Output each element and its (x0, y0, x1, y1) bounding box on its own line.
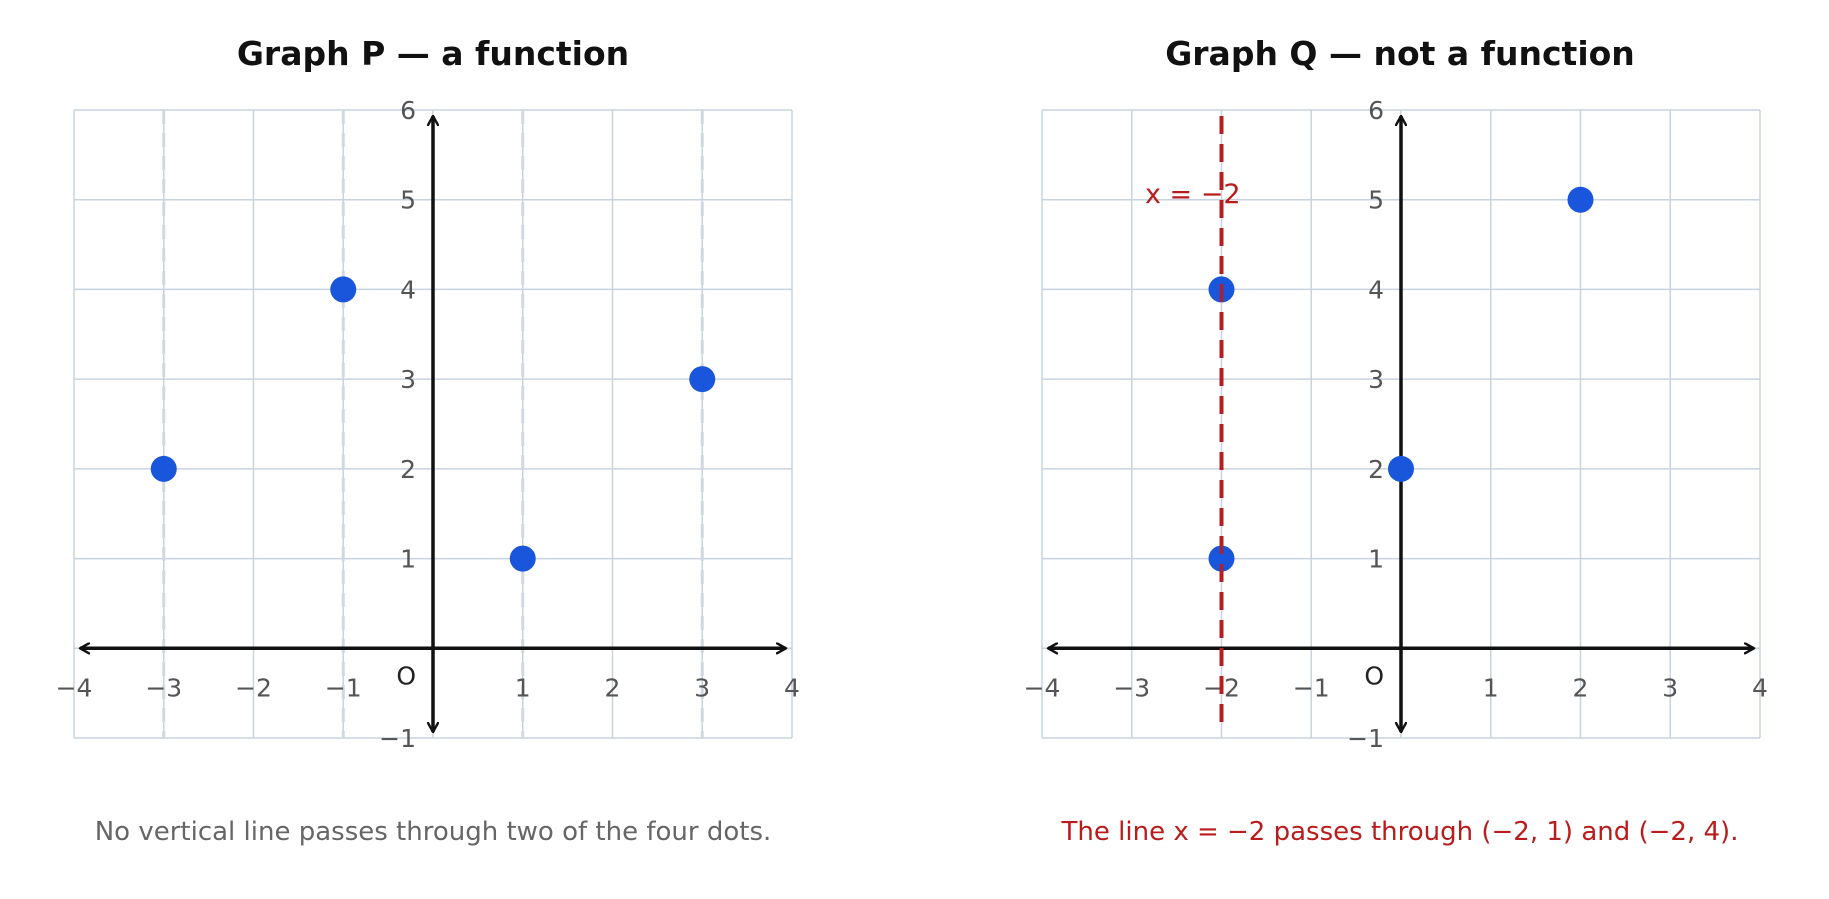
data-point (509, 545, 536, 572)
x-tick-label: −4 (1024, 673, 1061, 702)
y-tick-label: 3 (400, 365, 416, 394)
graph-p: Graph P — a function −4 −3 −2 −1 1 2 3 4 −1 1 2 3 4 5… (56, 34, 800, 847)
data-point (1567, 186, 1594, 213)
y-tick-label: 6 (400, 96, 416, 125)
chart-title: Graph Q — not a function (1165, 34, 1635, 73)
data-point (689, 366, 716, 393)
x-tick-label: −1 (325, 673, 362, 702)
y-tick-label: −1 (379, 724, 416, 753)
origin-label: O (1364, 661, 1384, 690)
x-tick-label: 1 (515, 673, 531, 702)
plot-area: −4 −3 −2 −1 1 2 3 4 −1 1 2 3 4 5 6 O (56, 96, 800, 753)
y-tick-label: 5 (400, 186, 416, 215)
data-point (330, 276, 357, 303)
y-tick-label: 4 (400, 275, 416, 304)
x-tick-label: 3 (694, 673, 710, 702)
y-tick-label: −1 (1347, 724, 1384, 753)
y-tick-label: 2 (400, 455, 416, 484)
data-point (1388, 455, 1414, 482)
x-tick-label: 2 (1573, 673, 1589, 702)
x-tick-label: −3 (1113, 673, 1150, 702)
y-tick-label: 3 (1368, 365, 1384, 394)
y-tick-label: 1 (400, 545, 416, 574)
data-point (150, 455, 177, 482)
y-tick-label: 2 (1368, 455, 1384, 484)
chart-title: Graph P — a function (237, 34, 629, 73)
chart-caption: No vertical line passes through two of t… (95, 817, 772, 847)
graph-q: Graph Q — not a function −4−3−2−11234−11… (1024, 34, 1768, 847)
x-tick-label: −2 (235, 673, 272, 702)
data-point (1208, 545, 1235, 572)
x-tick-label: 3 (1662, 673, 1678, 702)
vertical-line-label: x = −2 (1145, 179, 1241, 210)
y-tick-label: 5 (1368, 186, 1384, 215)
x-tick-label: −4 (56, 673, 93, 702)
origin-label: O (396, 661, 416, 690)
chart-caption: The line x = −2 passes through (−2, 1) a… (1061, 817, 1739, 847)
x-tick-label: −3 (145, 673, 182, 702)
x-tick-label: 2 (605, 673, 621, 702)
x-tick-label: 1 (1483, 673, 1499, 702)
x-tick-label: −1 (1293, 673, 1330, 702)
y-tick-label: 1 (1368, 545, 1384, 574)
y-tick-label: 4 (1368, 275, 1384, 304)
y-tick-label: 6 (1368, 96, 1384, 125)
x-tick-label: 4 (1752, 673, 1768, 702)
x-tick-label: 4 (784, 673, 800, 702)
